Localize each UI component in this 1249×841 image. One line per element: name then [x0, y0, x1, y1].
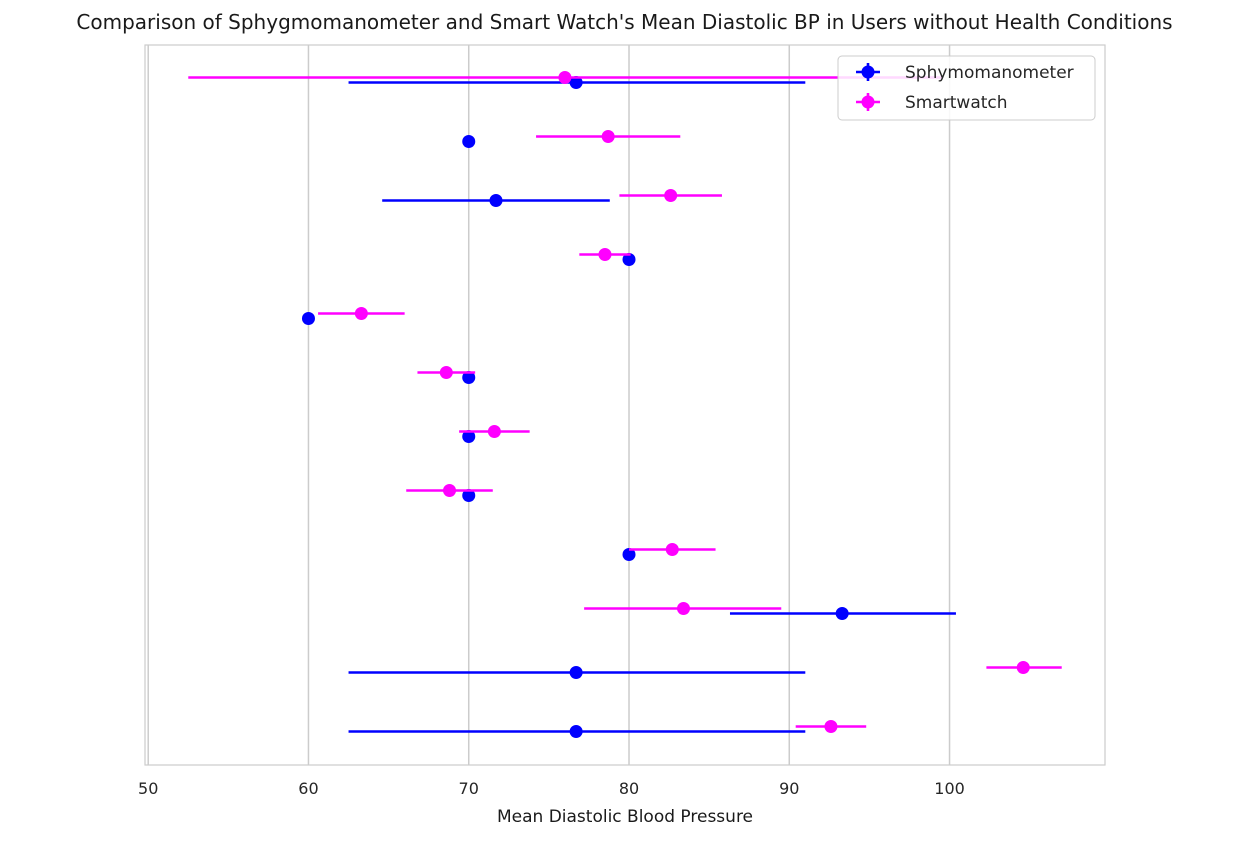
data-point [598, 248, 612, 261]
data-point [462, 371, 476, 384]
chart-title: Comparison of Sphygmomanometer and Smart… [76, 10, 1173, 34]
data-point [622, 253, 636, 266]
legend-marker-dot [861, 65, 875, 79]
data-point [569, 666, 583, 679]
grid-layer [147, 45, 951, 765]
x-tick-label: 50 [138, 779, 158, 798]
data-point [824, 720, 838, 733]
x-tick-label: 90 [779, 779, 799, 798]
legend-label: Sphymomanometer [905, 63, 1074, 83]
data-point [569, 76, 583, 89]
data-point [354, 307, 368, 320]
data-point [622, 548, 636, 561]
x-tick-label: 60 [298, 779, 318, 798]
x-ticks: 50 60 70 80 90 100 [138, 779, 965, 798]
data-point [558, 71, 572, 84]
legend: Sphymomanometer Smartwatch [837, 55, 1096, 121]
data-point [301, 312, 315, 325]
x-tick-label: 80 [619, 779, 639, 798]
legend-entry: Smartwatch [856, 93, 1008, 113]
data-point [462, 135, 476, 148]
data-point [443, 484, 457, 497]
x-tick-label: 100 [934, 779, 965, 798]
data-point [601, 130, 615, 143]
legend-entry: Sphymomanometer [856, 63, 1074, 83]
data-point [569, 725, 583, 738]
data-point [487, 425, 501, 438]
legend-marker-dot [861, 95, 875, 109]
data-point [462, 489, 476, 502]
data-point [664, 189, 678, 202]
data-point [439, 366, 453, 379]
x-tick-label: 70 [459, 779, 479, 798]
series-1 [188, 71, 1062, 733]
data-point [665, 543, 679, 556]
series-layer [188, 71, 1062, 738]
data-point [489, 194, 503, 207]
data-point [835, 607, 849, 620]
data-point [676, 602, 690, 615]
data-point [462, 430, 476, 443]
series-0 [301, 76, 956, 738]
x-axis-label: Mean Diastolic Blood Pressure [497, 807, 753, 827]
legend-box [837, 55, 1096, 121]
plot-frame [144, 44, 1106, 766]
data-point [1016, 661, 1030, 674]
legend-label: Smartwatch [905, 93, 1008, 113]
